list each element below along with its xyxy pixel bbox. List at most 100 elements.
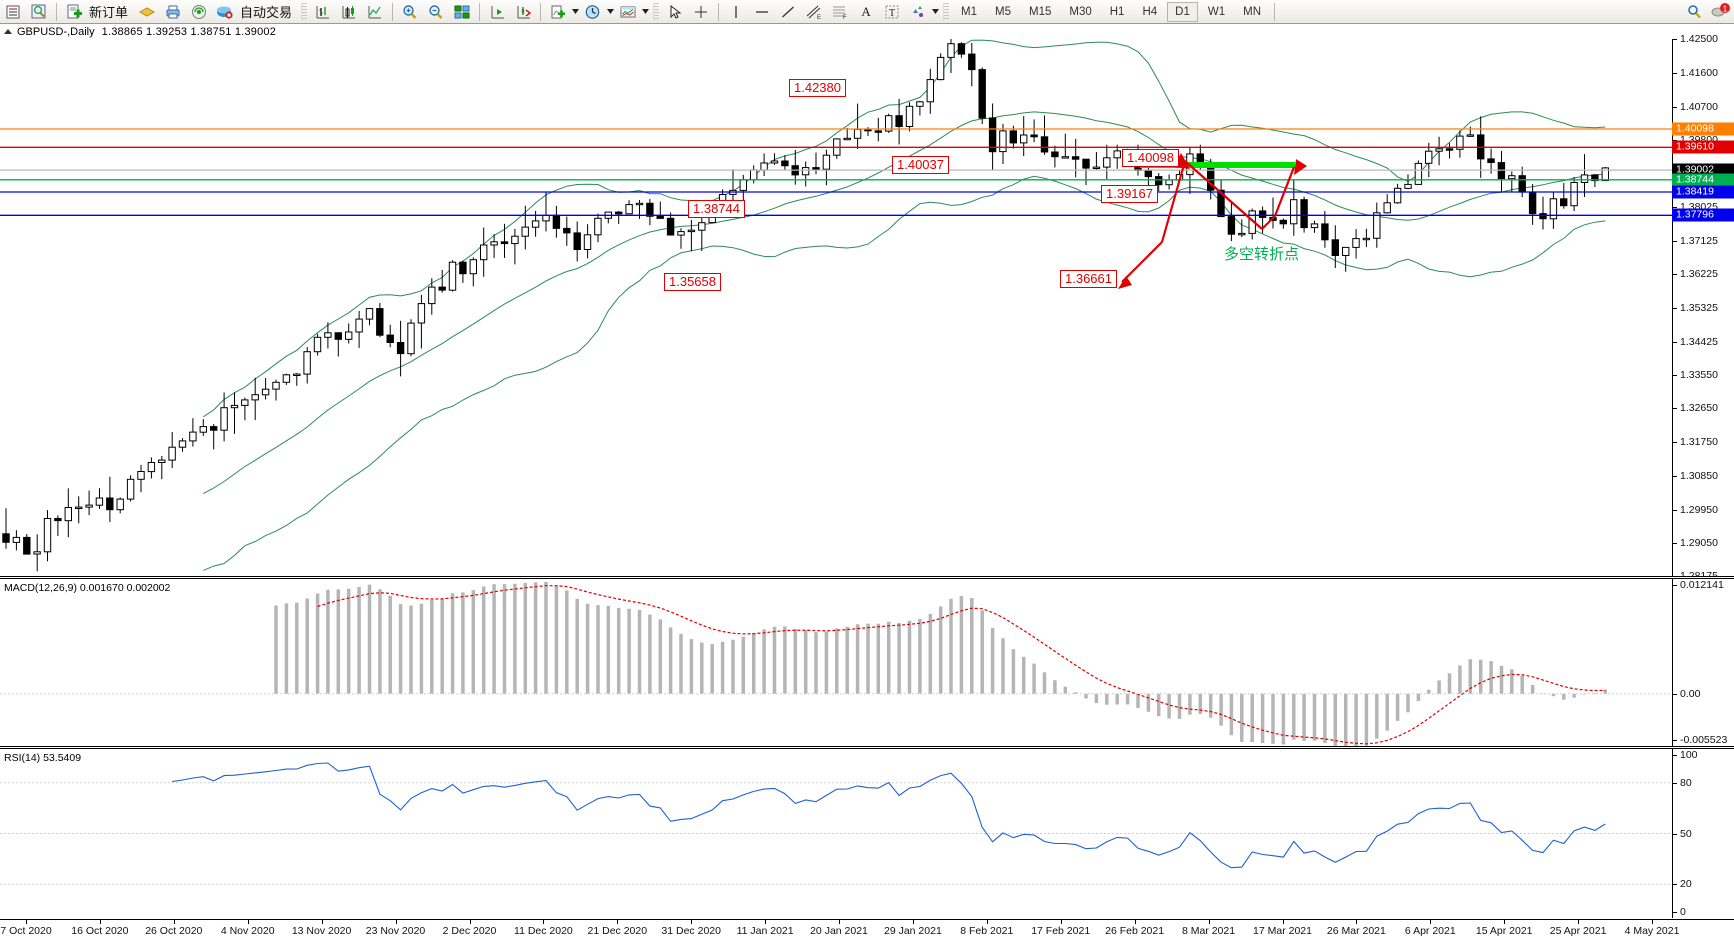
price-tag[interactable]: 1.38744	[1672, 173, 1734, 187]
rsi-tick: 80	[1673, 777, 1692, 789]
macd-pane[interactable]: MACD(12,26,9) 0.001670 0.002002 0.012141…	[0, 579, 1734, 746]
line-chart-icon[interactable]	[363, 1, 387, 23]
text-icon[interactable]: A	[861, 3, 871, 19]
rsi-pane[interactable]: RSI(14) 53.5409 100 80 50 20 0	[0, 749, 1734, 918]
date-label: 7 Oct 2020	[0, 925, 52, 937]
data-window-icon[interactable]	[27, 1, 51, 23]
pane-separator-macd[interactable]	[0, 576, 1734, 579]
trendline-icon[interactable]	[776, 1, 800, 23]
indicators-chevron-down-icon[interactable]	[571, 9, 580, 14]
rsi-tick: 0	[1673, 906, 1686, 918]
signals-icon[interactable]	[187, 1, 211, 23]
templates-icon[interactable]	[616, 1, 640, 23]
indicators-icon[interactable]	[546, 1, 570, 23]
auto-scroll-icon[interactable]	[511, 1, 535, 23]
horizontal-line-icon[interactable]	[750, 1, 774, 23]
vertical-line-icon[interactable]	[724, 1, 748, 23]
shapes-chevron-down-icon[interactable]	[931, 9, 940, 14]
periods-icon[interactable]	[581, 1, 605, 23]
timeframe-d1[interactable]: D1	[1167, 1, 1198, 22]
macd-tick: -0.005523	[1673, 734, 1727, 746]
rsi-axis: 100 80 50 20 0	[1672, 749, 1734, 918]
crosshair-icon[interactable]	[689, 1, 713, 23]
zoom-out-icon[interactable]	[424, 1, 448, 23]
toolbar-grip-2[interactable]	[653, 2, 660, 21]
date-tick	[1208, 920, 1210, 924]
rsi-tick: 100	[1673, 749, 1698, 761]
date-label: 11 Jan 2021	[736, 925, 794, 937]
autotrading-icon[interactable]	[213, 1, 237, 23]
macd-plot[interactable]	[0, 579, 1672, 746]
print-icon[interactable]	[161, 1, 185, 23]
timeframe-mn[interactable]: MN	[1243, 5, 1261, 18]
price-tick: 1.29050	[1673, 537, 1718, 549]
toolbar-separator-4	[540, 2, 542, 21]
date-tick	[1430, 920, 1432, 924]
alerts-badge-count: 1	[1723, 4, 1728, 13]
price-tag[interactable]: 1.39610	[1672, 140, 1734, 154]
price-tag[interactable]: 1.38419	[1672, 185, 1734, 199]
periods-chevron-down-icon[interactable]	[606, 9, 615, 14]
new-order-icon[interactable]	[62, 1, 86, 23]
date-label: 21 Dec 2020	[587, 925, 648, 937]
autotrading-label[interactable]: 自动交易	[240, 5, 293, 20]
equidistant-channel-icon[interactable]: E	[802, 1, 826, 23]
chart-shift-icon[interactable]	[485, 1, 509, 23]
price-axis[interactable]: 1.425001.416001.407001.398001.389251.380…	[1672, 33, 1734, 582]
price-tick: 1.35325	[1673, 302, 1718, 314]
timeframe-m1[interactable]: M1	[961, 5, 978, 18]
date-label: 11 Dec 2020	[514, 925, 573, 937]
timeframe-m15[interactable]: M15	[1029, 5, 1052, 18]
date-label: 26 Feb 2021	[1105, 925, 1165, 937]
chart-area[interactable]: 1.425001.416001.407001.398001.389251.380…	[0, 33, 1734, 919]
date-tick	[1356, 920, 1358, 924]
macd-label: MACD(12,26,9) 0.001670 0.002002	[4, 582, 171, 594]
templates-chevron-down-icon[interactable]	[641, 9, 650, 14]
candlestick-chart-icon[interactable]	[337, 1, 361, 23]
macd-axis: 0.012141 0.00 -0.005523	[1672, 579, 1734, 746]
price-tag[interactable]: 1.40098	[1672, 122, 1734, 136]
rsi-plot[interactable]	[0, 749, 1672, 918]
date-axis: 7 Oct 2020 16 Oct 2020 26 Oct 2020 4 Nov 20…	[0, 919, 1734, 942]
macd-series	[0, 581, 1672, 746]
timeframe-m30[interactable]: M30	[1069, 5, 1092, 18]
timeframe-h1[interactable]: H1	[1109, 5, 1125, 18]
toolbar-grip[interactable]	[301, 2, 308, 21]
date-tick	[1134, 920, 1136, 924]
alerts-icon[interactable]: 1	[1709, 1, 1733, 23]
timeframe-w1[interactable]: W1	[1207, 5, 1226, 18]
bar-chart-icon[interactable]	[311, 1, 335, 23]
date-label: 26 Oct 2020	[145, 925, 203, 937]
date-tick	[1504, 920, 1506, 924]
symbol-info-bar: GBPUSD-,Daily 1.38865 1.39253 1.38751 1.…	[0, 25, 1734, 38]
search-icon[interactable]	[1683, 1, 1707, 23]
shapes-icon[interactable]	[906, 1, 930, 23]
price-plot[interactable]	[0, 39, 1672, 576]
price-tick: 1.42500	[1673, 33, 1718, 45]
date-label: 13 Nov 2020	[291, 925, 352, 937]
tile-windows-icon[interactable]	[450, 1, 474, 23]
price-tag[interactable]: 1.37796	[1672, 208, 1734, 222]
toolbar-grip-3[interactable]	[943, 2, 950, 21]
text-label-icon[interactable]: T	[880, 1, 904, 23]
cursor-icon[interactable]	[663, 1, 687, 23]
date-label: 8 Feb 2021	[960, 925, 1014, 937]
new-order-label[interactable]: 新订单	[89, 5, 129, 20]
history-icon[interactable]	[135, 1, 159, 23]
pane-separator-rsi[interactable]	[0, 746, 1734, 749]
price-pane[interactable]: 1.425001.416001.407001.398001.389251.380…	[0, 33, 1734, 582]
market-watch-icon[interactable]	[1, 1, 25, 23]
date-tick	[1060, 920, 1062, 924]
date-label: 16 Oct 2020	[71, 925, 129, 937]
zoom-in-icon[interactable]	[398, 1, 422, 23]
macd-tick: 0.012141	[1673, 579, 1724, 591]
fibonacci-icon[interactable]: F	[828, 1, 852, 23]
timeframe-m5[interactable]: M5	[995, 5, 1011, 18]
symbol-title: GBPUSD-,Daily	[17, 25, 95, 38]
date-label: 8 Mar 2021	[1181, 925, 1236, 937]
collapse-triangle-icon[interactable]	[4, 29, 12, 34]
date-label: 4 May 2021	[1624, 925, 1680, 937]
timeframe-h4[interactable]: H4	[1142, 5, 1158, 18]
date-label: 17 Mar 2021	[1253, 925, 1312, 937]
price-tick: 1.32650	[1673, 402, 1718, 414]
